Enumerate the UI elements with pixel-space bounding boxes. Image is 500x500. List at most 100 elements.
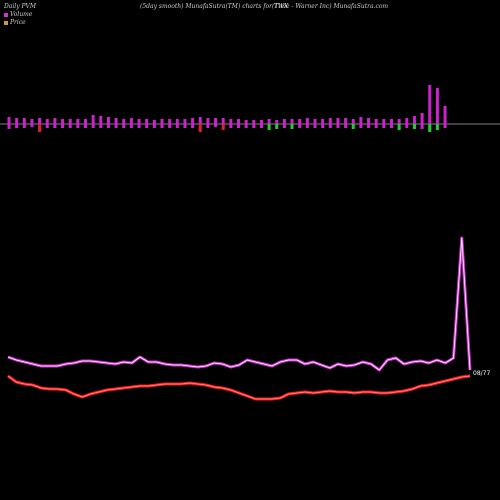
volume-bar-down — [313, 124, 317, 128]
volume-bar-down — [106, 124, 110, 128]
volume-bar-up — [76, 119, 80, 124]
volume-bar-down — [412, 124, 416, 129]
volume-bar-up — [61, 119, 65, 124]
volume-bar-up — [328, 118, 332, 124]
volume-bar-down — [198, 124, 202, 132]
volume-bar-up — [114, 118, 118, 124]
legend-price-swatch — [4, 20, 8, 25]
chart-title-left: Daily PVM — [4, 3, 37, 10]
volume-bar-up — [145, 119, 149, 124]
series-lines — [7, 236, 472, 401]
volume-bar-down — [290, 124, 294, 129]
volume-bar-up — [38, 118, 42, 124]
volume-bar-up — [305, 118, 309, 124]
volume-bar-down — [145, 124, 149, 128]
volume-bar-up — [129, 118, 133, 124]
volume-bar-down — [328, 124, 332, 128]
volume-bar-down — [76, 124, 80, 128]
volume-bar-down — [229, 124, 233, 128]
volume-bar-up — [183, 119, 187, 124]
volume-bar-down — [129, 124, 133, 128]
volume-bar-down — [45, 124, 49, 128]
volume-bar-down — [405, 124, 409, 128]
volume-bar-up — [198, 117, 202, 124]
volume-bar-up — [282, 119, 286, 124]
price-line-inner — [7, 375, 471, 400]
volume-bar-up — [298, 119, 302, 124]
volume-bar-up — [275, 120, 279, 124]
volume-bar-down — [183, 124, 187, 128]
volume-bar-down — [15, 124, 19, 128]
volume-bar-down — [321, 124, 325, 128]
volume-bars — [7, 85, 447, 132]
volume-bar-up — [336, 118, 340, 124]
volume-bar-up — [259, 120, 263, 124]
volume-bar-up — [428, 85, 432, 124]
volume-bar-up — [30, 119, 34, 124]
legend-volume: Volume — [4, 11, 32, 18]
volume-bar-down — [397, 124, 401, 130]
volume-bar-down — [114, 124, 118, 128]
volume-bar-up — [367, 118, 371, 124]
volume-bar-down — [435, 124, 439, 130]
volume-bar-down — [30, 124, 34, 127]
volume-bar-down — [84, 124, 87, 128]
volume-bar-up — [191, 118, 195, 124]
chart-title-center: (5day smooth) MunafaSutra(TM) charts for… — [140, 3, 289, 10]
volume-bar-down — [259, 124, 263, 128]
volume-bar-down — [61, 124, 65, 128]
volume-bar-up — [84, 119, 87, 124]
volume-bar-up — [237, 119, 240, 124]
volume-bar-down — [122, 124, 126, 128]
volume-bar-up — [99, 116, 103, 124]
volume-bar-up — [168, 119, 172, 124]
volume-bar-up — [435, 88, 439, 124]
volume-bar-up — [160, 119, 164, 124]
volume-bar-up — [405, 118, 409, 124]
volume-bar-down — [168, 124, 172, 128]
volume-bar-down — [214, 124, 218, 127]
last-price-label: 08/77 — [473, 370, 491, 377]
volume-bar-up — [137, 119, 141, 124]
volume-bar-down — [382, 124, 386, 128]
volume-bar-up — [344, 118, 348, 124]
volume-bar-up — [175, 119, 179, 124]
volume-bar-up — [106, 117, 110, 124]
volume-bar-down — [443, 124, 447, 128]
volume-bar-down — [282, 124, 286, 128]
volume-bar-down — [160, 124, 164, 128]
volume-bar-up — [313, 119, 317, 124]
volume-bar-up — [412, 116, 416, 124]
volume-bar-down — [99, 124, 103, 128]
volume-bar-up — [152, 120, 156, 124]
volume-bar-down — [428, 124, 432, 132]
volume-bar-up — [374, 119, 378, 124]
volume-bar-down — [275, 124, 279, 129]
volume-bar-down — [267, 124, 271, 130]
volume-bar-down — [68, 124, 72, 128]
volume-bar-up — [382, 119, 386, 124]
volume-bar-down — [53, 124, 57, 128]
volume-line-outer — [7, 236, 472, 372]
volume-bar-up — [443, 106, 447, 124]
volume-bar-down — [336, 124, 340, 128]
volume-bar-down — [390, 124, 393, 128]
volume-bar-up — [390, 119, 393, 124]
volume-bar-down — [175, 124, 179, 128]
volume-bar-up — [68, 119, 72, 124]
volume-bar-down — [206, 124, 210, 128]
volume-bar-down — [237, 124, 240, 128]
volume-bar-up — [45, 119, 49, 124]
volume-bar-down — [374, 124, 378, 128]
volume-line-inner — [7, 237, 471, 371]
volume-bar-up — [267, 119, 271, 124]
legend-volume-swatch — [4, 12, 8, 17]
volume-bar-up — [351, 119, 355, 124]
volume-bar-up — [91, 115, 95, 124]
volume-bar-down — [7, 124, 11, 129]
volume-bar-up — [321, 119, 325, 124]
volume-bar-down — [420, 124, 424, 129]
volume-bar-down — [221, 124, 225, 130]
